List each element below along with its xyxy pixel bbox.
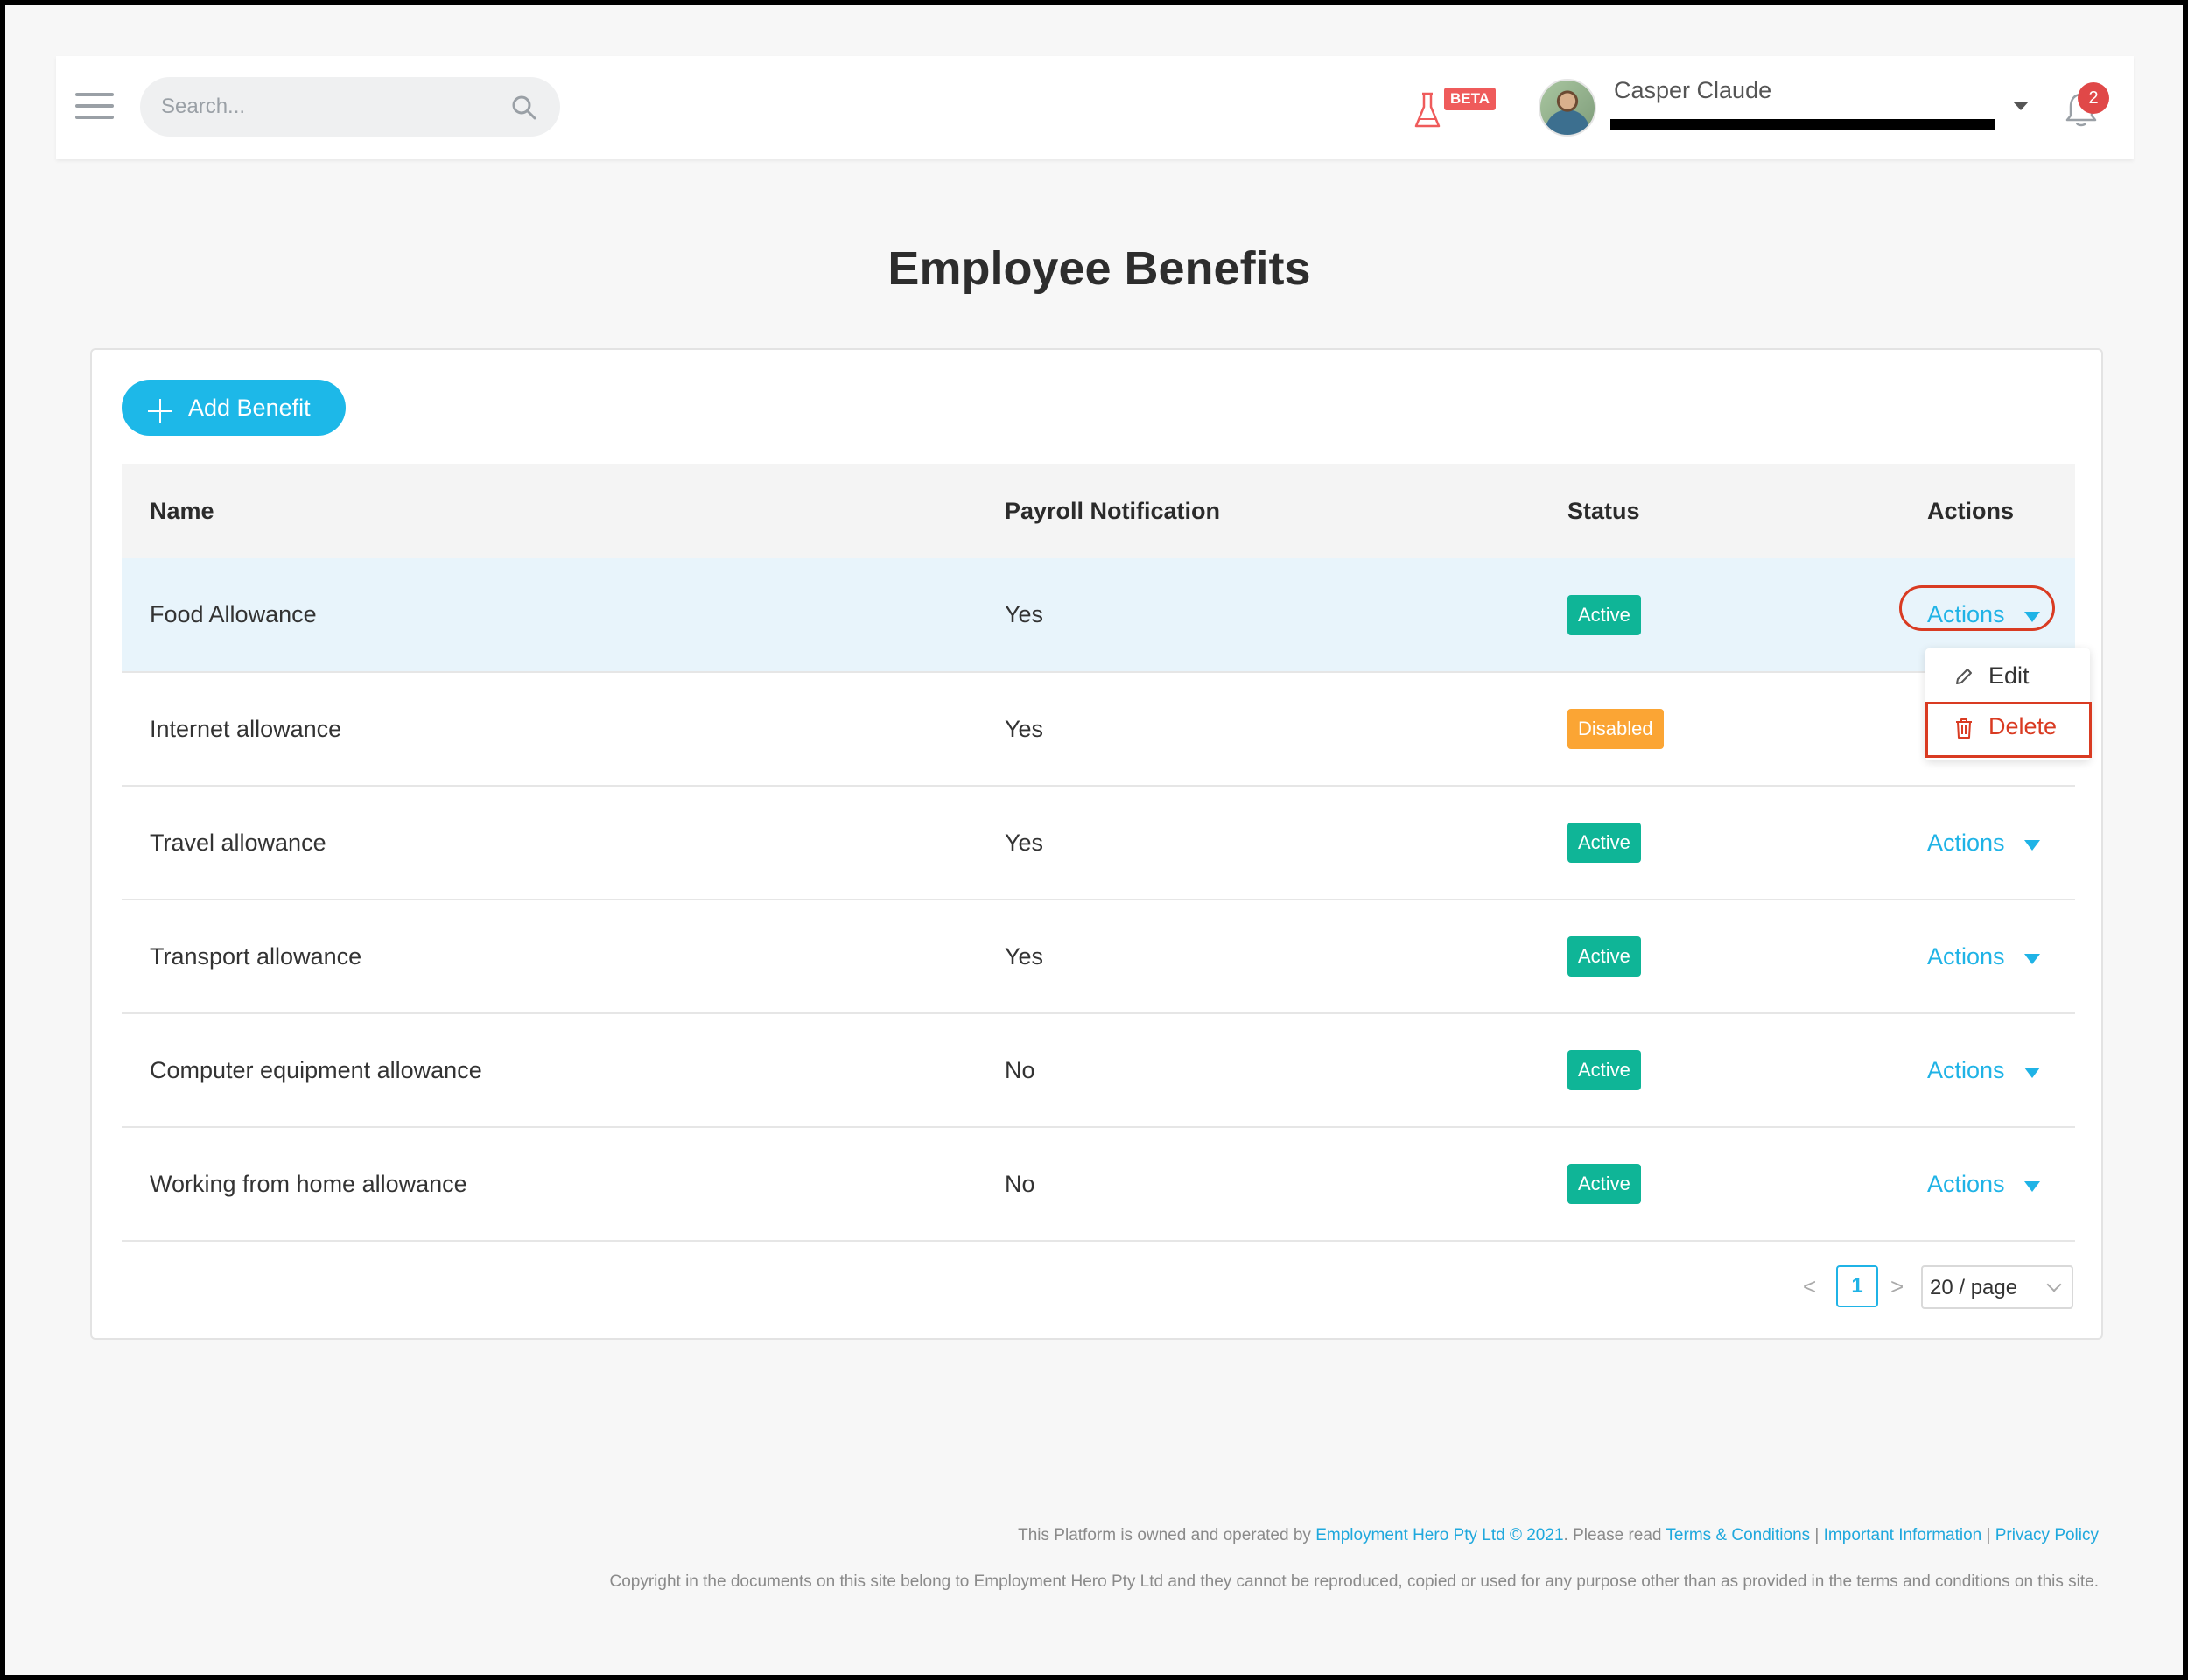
benefit-name: Travel allowance — [122, 786, 977, 900]
actions-menu: Edit Delete — [1925, 648, 2090, 760]
footer-copyright: Copyright in the documents on this site … — [609, 1572, 2099, 1591]
pagination-page-1[interactable]: 1 — [1836, 1265, 1878, 1307]
page-size-select[interactable]: 20 / page — [1921, 1265, 2073, 1309]
table-row: Computer equipment allowance No Active A… — [122, 1013, 2075, 1128]
notification-badge: 2 — [2078, 82, 2109, 114]
pagination-prev[interactable]: < — [1803, 1273, 1817, 1299]
search-icon[interactable] — [511, 94, 537, 121]
trash-icon — [1956, 718, 1972, 738]
company-link[interactable]: Employment Hero Pty Ltd © 2021 — [1315, 1526, 1564, 1544]
benefit-name: Transport allowance — [122, 900, 977, 1014]
benefit-name: Computer equipment allowance — [122, 1013, 977, 1128]
payroll-notification: No — [977, 1013, 1539, 1128]
table-row: Transport allowance Yes Active Actions — [122, 900, 2075, 1014]
header-actions: Actions — [1899, 464, 2075, 558]
payroll-notification: Yes — [977, 558, 1539, 673]
actions-label: Actions — [1927, 1056, 2005, 1083]
chevron-down-icon — [2046, 1277, 2062, 1292]
app-screen: BETA Casper Claude 2 Employee Benefits A… — [5, 5, 2183, 1675]
search-box — [140, 77, 560, 136]
delete-label: Delete — [1988, 713, 2058, 739]
search-input[interactable] — [140, 77, 560, 136]
chevron-down-icon — [2013, 102, 2029, 110]
terms-link[interactable]: Terms & Conditions — [1666, 1526, 1811, 1544]
actions-label: Actions — [1927, 942, 2005, 970]
benefits-card: Add Benefit Name Payroll Notification St… — [90, 348, 2103, 1340]
plus-icon — [148, 399, 172, 424]
benefit-name: Internet allowance — [122, 672, 977, 787]
actions-label: Actions — [1927, 601, 2005, 627]
pagination-next[interactable]: > — [1890, 1273, 1904, 1299]
actions-dropdown[interactable]: Actions — [1927, 943, 2040, 970]
top-bar: BETA Casper Claude 2 — [56, 56, 2134, 159]
user-name: Casper Claude — [1614, 77, 1772, 103]
user-menu[interactable]: Casper Claude — [1539, 75, 2029, 142]
add-benefit-label: Add Benefit — [188, 395, 311, 421]
status-badge: Active — [1567, 1050, 1641, 1090]
actions-dropdown[interactable]: Actions — [1927, 1171, 2040, 1198]
status-badge: Active — [1567, 594, 1641, 635]
payroll-notification: Yes — [977, 672, 1539, 787]
footer-ownership: This Platform is owned and operated by E… — [1018, 1526, 2099, 1544]
benefits-table: Name Payroll Notification Status Actions… — [122, 464, 2075, 1242]
privacy-link[interactable]: Privacy Policy — [1995, 1526, 2099, 1544]
edit-label: Edit — [1988, 662, 2030, 689]
table-row: Working from home allowance No Active Ac… — [122, 1127, 2075, 1242]
caret-down-icon — [2023, 612, 2040, 622]
status-badge: Active — [1567, 822, 1641, 863]
benefit-name: Food Allowance — [122, 558, 977, 673]
menu-item-edit[interactable]: Edit — [1925, 652, 2090, 701]
flask-icon — [1414, 92, 1441, 128]
benefit-name: Working from home allowance — [122, 1127, 977, 1242]
beta-features-button[interactable]: BETA — [1413, 88, 1500, 131]
header-payroll-notification: Payroll Notification — [977, 464, 1539, 558]
table-row: Food Allowance Yes Active Actions — [122, 558, 2075, 673]
actions-dropdown[interactable]: Actions — [1927, 1057, 2040, 1084]
important-info-link[interactable]: Important Information — [1823, 1526, 1982, 1544]
table-row: Travel allowance Yes Active Actions — [122, 786, 2075, 900]
status-badge: Active — [1567, 936, 1641, 976]
page-size-value: 20 / page — [1930, 1276, 2018, 1299]
table-row: Internet allowance Yes Disabled — [122, 672, 2075, 787]
actions-dropdown[interactable]: Actions — [1927, 601, 2040, 628]
payroll-notification: Yes — [977, 786, 1539, 900]
notifications-button[interactable]: 2 — [2060, 82, 2109, 135]
actions-dropdown[interactable]: Actions — [1927, 830, 2040, 857]
caret-down-icon — [2023, 953, 2040, 964]
header-name: Name — [122, 464, 977, 558]
table-header-row: Name Payroll Notification Status Actions — [122, 464, 2075, 558]
status-badge: Disabled — [1567, 709, 1664, 749]
header-status: Status — [1539, 464, 1899, 558]
add-benefit-button[interactable]: Add Benefit — [122, 380, 346, 436]
pencil-icon — [1956, 668, 1972, 684]
actions-label: Actions — [1927, 1170, 2005, 1197]
payroll-notification: No — [977, 1127, 1539, 1242]
page-title: Employee Benefits — [887, 242, 1311, 295]
caret-down-icon — [2023, 839, 2040, 850]
redacted-company — [1610, 119, 1995, 130]
caret-down-icon — [2023, 1067, 2040, 1078]
beta-tag: BETA — [1444, 88, 1497, 110]
status-badge: Active — [1567, 1164, 1641, 1204]
menu-icon[interactable] — [75, 91, 114, 121]
actions-label: Actions — [1927, 829, 2005, 856]
avatar — [1539, 79, 1596, 136]
caret-down-icon — [2023, 1180, 2040, 1192]
menu-item-delete[interactable]: Delete — [1925, 703, 2090, 752]
payroll-notification: Yes — [977, 900, 1539, 1014]
